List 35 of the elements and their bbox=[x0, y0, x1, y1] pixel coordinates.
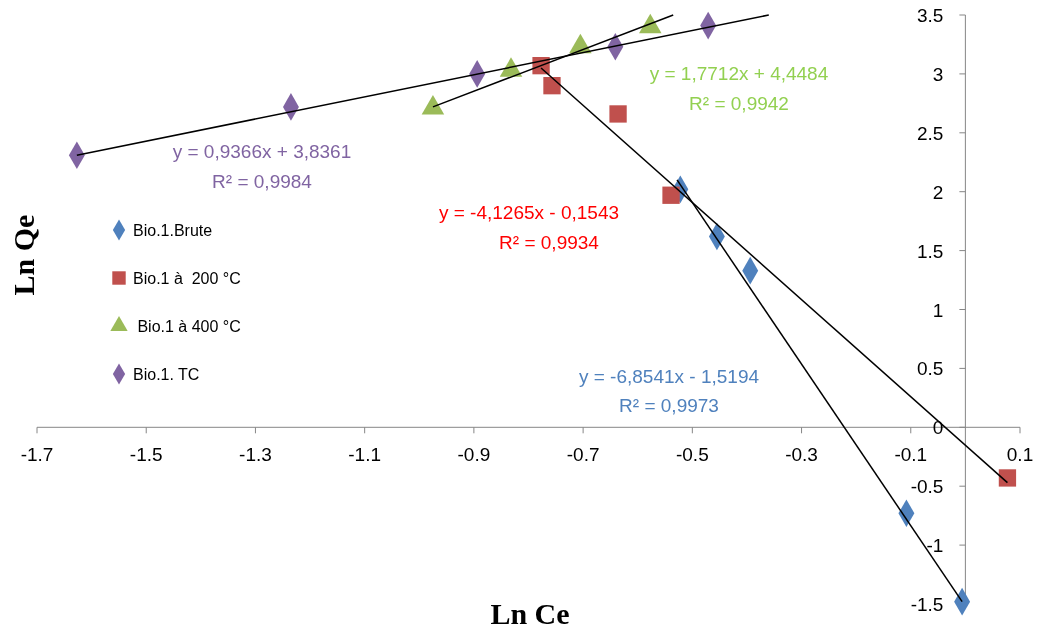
annotation: R² = 0,9984 bbox=[212, 171, 313, 192]
legend-label: Bio.1.Brute bbox=[133, 222, 213, 239]
x-tick-label: -0.9 bbox=[457, 444, 491, 466]
y-tick-label: 3.5 bbox=[916, 5, 944, 26]
y-tick-label: 3 bbox=[932, 63, 944, 85]
annotation: R² = 0,9934 bbox=[499, 232, 600, 253]
y-tick-label: 2.5 bbox=[916, 122, 944, 144]
x-axis-title: Ln Ce bbox=[490, 597, 570, 630]
x-tick-label: -0.3 bbox=[785, 444, 818, 466]
x-tick-label: -1.7 bbox=[20, 444, 54, 466]
y-tick-label: 1 bbox=[932, 299, 944, 321]
y-tick-label: -1.5 bbox=[910, 594, 944, 615]
x-tick-label: 0.1 bbox=[1006, 444, 1034, 466]
y-tick-label: -1 bbox=[926, 535, 944, 557]
legend-label: Bio.1 à 200 °C bbox=[133, 270, 241, 287]
annotation: y = -6,8541x - 1,5194 bbox=[578, 366, 760, 387]
x-tick-label: -0.5 bbox=[675, 444, 709, 466]
y-tick-label: 0.5 bbox=[916, 358, 944, 380]
y-tick-label: 2 bbox=[932, 181, 944, 203]
y-axis-title: Ln Qe bbox=[7, 214, 40, 296]
y-tick-label: 0 bbox=[932, 417, 944, 439]
legend-label: Bio.1. TC bbox=[133, 366, 200, 383]
x-tick-label: -1.1 bbox=[348, 444, 382, 466]
annotation: y = -4,1265x - 0,1543 bbox=[438, 202, 620, 223]
annotation: y = 1,7712x + 4,4484 bbox=[649, 63, 829, 84]
annotation: y = 0,9366x + 3,8361 bbox=[172, 141, 352, 162]
y-tick-label: 1.5 bbox=[916, 240, 944, 262]
annotation: R² = 0,9973 bbox=[619, 395, 719, 416]
x-tick-label: -0.1 bbox=[894, 444, 928, 466]
legend-label: Bio.1 à 400 °C bbox=[133, 318, 241, 335]
x-tick-label: -1.5 bbox=[129, 444, 163, 466]
annotation: R² = 0,9942 bbox=[689, 93, 789, 114]
x-tick-label: -1.3 bbox=[239, 444, 272, 466]
x-tick-label: -0.7 bbox=[566, 444, 600, 466]
y-tick-label: -0.5 bbox=[910, 476, 944, 498]
